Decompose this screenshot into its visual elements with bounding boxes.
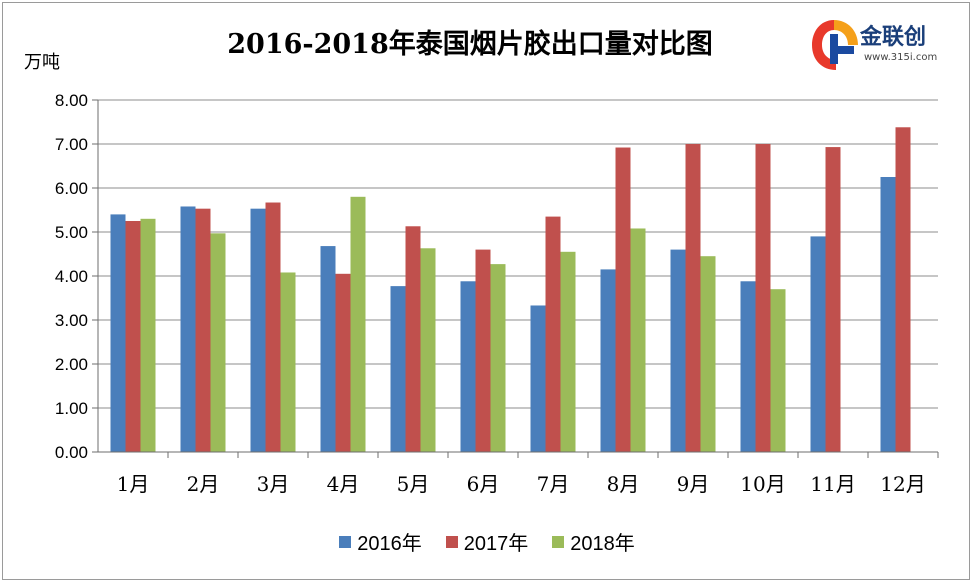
logo-brand-text: 金联创 <box>860 25 927 50</box>
y-tick-label: 8.00 <box>55 91 88 110</box>
x-tick-label: 4月 <box>327 472 360 496</box>
bar <box>825 147 841 452</box>
legend: 2016年 2017年 2018年 <box>0 527 974 556</box>
y-tick-label: 4.00 <box>55 267 88 286</box>
bar <box>670 249 686 452</box>
bar <box>350 196 366 452</box>
bars <box>110 127 911 452</box>
bar <box>600 269 616 452</box>
bar <box>265 202 281 452</box>
x-tick-label: 12月 <box>880 472 925 496</box>
logo-mark-icon <box>812 20 858 70</box>
bar <box>880 177 896 452</box>
bar <box>560 251 576 452</box>
bar <box>895 127 911 452</box>
y-tick-label: 2.00 <box>55 355 88 374</box>
bar <box>770 289 786 452</box>
y-tick-label: 7.00 <box>55 135 88 154</box>
x-tick-label: 2月 <box>187 472 220 496</box>
bar <box>140 218 156 452</box>
bar <box>700 256 716 452</box>
x-tick-label: 11月 <box>810 472 855 496</box>
axes <box>92 99 939 458</box>
legend-label: 2018年 <box>570 533 635 555</box>
bar <box>335 273 351 452</box>
brand-logo: 金联创 www.315i.com <box>808 16 958 76</box>
bar <box>180 206 196 452</box>
bar <box>210 233 226 452</box>
y-tick-label: 3.00 <box>55 311 88 330</box>
y-axis-unit-label: 万吨 <box>24 52 60 73</box>
legend-item: 2018年 <box>552 527 635 556</box>
bar <box>630 228 646 452</box>
x-tick-label: 1月 <box>117 472 150 496</box>
legend-item: 2017年 <box>445 527 529 556</box>
legend-item: 2016年 <box>339 527 422 556</box>
y-tick-labels: 0.00 1.00 2.00 3.00 4.00 5.00 6.00 7.00 8.00 <box>55 91 88 462</box>
x-tick-label: 5月 <box>397 472 430 496</box>
x-tick-label: 3月 <box>257 472 290 496</box>
bar <box>405 226 421 452</box>
bar <box>195 208 211 452</box>
y-tick-label: 1.00 <box>55 399 88 418</box>
bar <box>280 272 296 452</box>
legend-swatch <box>339 535 352 548</box>
legend-label: 2016年 <box>357 533 422 555</box>
bar <box>545 216 561 452</box>
y-tick-label: 0.00 <box>55 443 88 462</box>
bar <box>755 144 771 452</box>
chart-title: 2016-2018年泰国烟片胶出口量对比图 <box>227 29 713 60</box>
x-tick-labels: 1月 2月 3月 4月 5月 6月 7月 8月 9月 10月 11月 12月 <box>117 472 926 496</box>
bar <box>125 221 141 452</box>
x-tick-label: 6月 <box>467 472 500 496</box>
logo-url-text: www.315i.com <box>864 52 938 63</box>
bar <box>475 249 491 452</box>
bar <box>810 236 826 452</box>
x-tick-label: 8月 <box>607 472 640 496</box>
bar <box>250 208 266 452</box>
legend-swatch <box>445 535 458 548</box>
y-tick-label: 5.00 <box>55 223 88 242</box>
bar <box>110 214 126 452</box>
bar <box>320 246 336 452</box>
legend-swatch <box>552 535 565 548</box>
x-tick-label: 10月 <box>740 472 785 496</box>
bar <box>460 281 476 452</box>
bar <box>615 147 631 452</box>
bar <box>490 264 506 452</box>
gridlines <box>98 99 938 409</box>
legend-label: 2017年 <box>463 533 529 555</box>
x-tick-label: 9月 <box>677 472 710 496</box>
bar <box>390 286 406 452</box>
y-tick-label: 6.00 <box>55 179 88 198</box>
bar <box>420 248 436 452</box>
bar <box>530 305 546 452</box>
x-tick-label: 7月 <box>537 472 570 496</box>
bar <box>685 144 701 452</box>
bar <box>740 281 756 452</box>
